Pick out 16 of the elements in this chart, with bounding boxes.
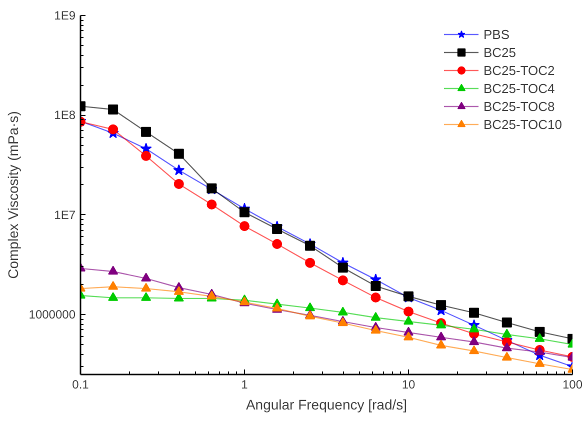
legend-label: BC25 <box>483 44 516 61</box>
x-axis-title: Angular Frequency [rad/s] <box>246 396 408 412</box>
legend-label: BC25-TOC2 <box>483 62 555 79</box>
legend-label: BC25-TOC10 <box>483 116 562 133</box>
y-tick-label: 1E7 <box>54 208 76 222</box>
x-tick-label: 0.1 <box>72 378 90 392</box>
x-tick-label: 100 <box>562 378 583 392</box>
y-axis-title: Complex Viscosity (mPa·s) <box>4 111 21 279</box>
legend-label: PBS <box>483 26 510 43</box>
x-tick-label: 10 <box>402 378 416 392</box>
y-tick-label: 1E8 <box>54 108 76 122</box>
y-tick-label: 1000000 <box>28 307 76 322</box>
legend-label: BC25-TOC8 <box>483 98 555 115</box>
legend-label: BC25-TOC4 <box>483 80 555 97</box>
x-tick-label: 1 <box>241 378 248 392</box>
y-tick-label: 1E9 <box>54 8 76 22</box>
